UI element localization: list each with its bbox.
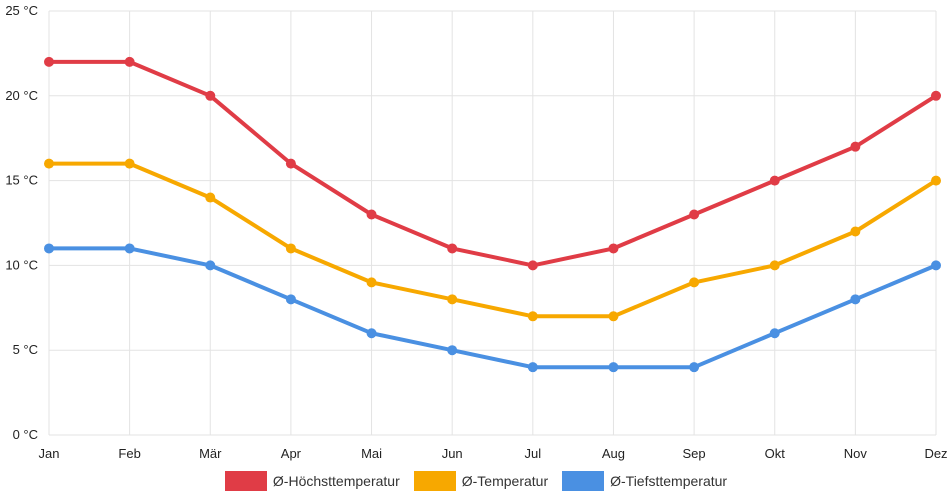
data-point: [205, 260, 216, 271]
data-point: [608, 243, 619, 254]
legend-swatch: [413, 471, 456, 491]
data-point: [124, 56, 135, 67]
series-line: [47, 161, 938, 319]
data-point: [689, 362, 700, 373]
data-point: [608, 311, 619, 322]
legend-label: Ø-Temperatur: [461, 473, 549, 489]
data-point: [769, 175, 780, 186]
data-point: [931, 260, 941, 271]
x-tick-label: Nov: [844, 446, 868, 461]
data-point: [447, 243, 458, 254]
x-tick-label: Mai: [361, 446, 382, 461]
data-point: [285, 158, 296, 169]
data-point: [205, 90, 216, 101]
x-tick-label: Feb: [118, 446, 140, 461]
legend: Ø-Höchsttemperatur Ø-Temperatur Ø-Tiefstte…: [0, 471, 952, 491]
legend-item[interactable]: Ø-Temperatur: [413, 471, 549, 491]
series-0: [44, 56, 941, 271]
x-tick-label: Mär: [199, 446, 222, 461]
data-point: [447, 294, 458, 305]
series-line: [47, 59, 938, 268]
data-point: [366, 328, 377, 339]
legend-swatch: [562, 471, 605, 491]
y-tick-label: 0 °C: [13, 427, 38, 442]
x-tick-label: Aug: [602, 446, 625, 461]
data-point: [608, 362, 619, 373]
x-tick-label: Jan: [39, 446, 60, 461]
series: [44, 56, 941, 373]
series-1: [44, 158, 941, 322]
x-tick-label: Jul: [525, 446, 542, 461]
x-tick-label: Apr: [281, 446, 302, 461]
y-tick-label: 20 °C: [5, 88, 38, 103]
data-point: [850, 294, 861, 305]
y-tick-label: 15 °C: [5, 173, 38, 188]
y-tick-label: 25 °C: [5, 3, 38, 18]
data-point: [769, 260, 780, 271]
data-point: [124, 158, 135, 169]
data-point: [44, 158, 54, 169]
data-point: [850, 141, 861, 152]
series-line: [47, 246, 938, 370]
data-point: [366, 209, 377, 220]
x-tick-label: Okt: [765, 446, 786, 461]
data-point: [689, 209, 700, 220]
data-point: [44, 56, 54, 67]
data-point: [44, 243, 54, 254]
legend-label: Ø-Tiefsttemperatur: [610, 473, 728, 489]
legend-label: Ø-Höchsttemperatur: [272, 473, 400, 489]
legend-item[interactable]: Ø-Tiefsttemperatur: [562, 471, 727, 491]
data-point: [527, 311, 538, 322]
data-point: [527, 260, 538, 271]
data-point: [769, 328, 780, 339]
grid: [48, 10, 937, 436]
x-tick-label: Sep: [683, 446, 706, 461]
chart-canvas: 0 °C 5 °C 10 °C 15 °C 20 °C 25 °C Jan Feb Mär Apr…: [5, 3, 947, 461]
data-point: [931, 90, 941, 101]
data-point: [527, 362, 538, 373]
x-tick-label: Dez: [924, 446, 947, 461]
data-point: [931, 175, 941, 186]
data-point: [124, 243, 135, 254]
data-point: [366, 277, 377, 288]
y-tick-label: 10 °C: [5, 257, 38, 272]
legend-item[interactable]: Ø-Höchsttemperatur: [224, 471, 400, 491]
data-point: [689, 277, 700, 288]
data-point: [285, 294, 296, 305]
data-point: [285, 243, 296, 254]
series-2: [44, 243, 941, 373]
legend-swatch: [224, 471, 267, 491]
x-tick-label: Jun: [442, 446, 463, 461]
data-point: [205, 192, 216, 203]
axes: 0 °C 5 °C 10 °C 15 °C 20 °C 25 °C Jan Feb Mär Apr…: [5, 3, 947, 461]
data-point: [447, 345, 458, 356]
data-point: [850, 226, 861, 237]
y-tick-label: 5 °C: [13, 342, 38, 357]
